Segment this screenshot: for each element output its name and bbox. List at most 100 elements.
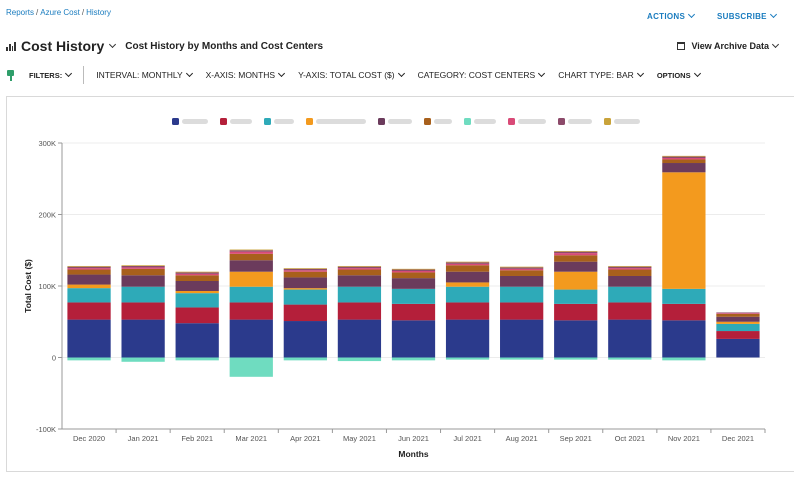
bar-segment-7[interactable] [121, 357, 165, 362]
bar-segment-6[interactable] [337, 269, 382, 276]
bar-segment-9[interactable] [445, 262, 490, 264]
bar-segment-7[interactable] [67, 357, 111, 361]
bar-segment-9[interactable] [716, 312, 760, 314]
bar-segment-7[interactable] [608, 357, 652, 360]
bar-segment-6[interactable] [716, 313, 760, 317]
bar-segment-9[interactable] [662, 156, 706, 159]
bar-segment-3[interactable] [121, 286, 165, 303]
bar-segment-6[interactable] [229, 253, 273, 261]
bar-segment-6[interactable] [608, 269, 652, 276]
bar-segment-9[interactable] [554, 251, 598, 254]
bar-segment-1[interactable] [716, 338, 760, 358]
bar-segment-6[interactable] [175, 275, 219, 281]
bar-segment-1[interactable] [608, 319, 652, 358]
bar-segment-10[interactable] [391, 268, 436, 270]
bar-segment-2[interactable] [500, 302, 544, 320]
bar-segment-2[interactable] [445, 302, 490, 320]
bar-segment-1[interactable] [391, 320, 436, 358]
bar-segment-9[interactable] [121, 265, 165, 268]
breadcrumb-azure-cost-link[interactable]: Azure Cost [40, 8, 80, 17]
filters-dropdown[interactable]: FILTERS: [29, 69, 73, 80]
bar-segment-3[interactable] [175, 293, 219, 308]
bar-segment-4[interactable] [662, 172, 706, 289]
bar-segment-8[interactable] [175, 273, 219, 276]
bar-segment-8[interactable] [445, 263, 490, 266]
bar-segment-8[interactable] [500, 268, 544, 271]
bar-segment-2[interactable] [175, 307, 219, 324]
bar-segment-2[interactable] [283, 304, 327, 322]
legend-item-7[interactable] [464, 118, 496, 125]
bar-segment-5[interactable] [121, 275, 165, 287]
bar-segment-8[interactable] [608, 268, 652, 270]
bar-segment-8[interactable] [229, 251, 273, 254]
bar-segment-1[interactable] [554, 320, 598, 358]
pin-icon[interactable] [6, 69, 15, 81]
bar-segment-9[interactable] [67, 266, 111, 269]
legend-item-6[interactable] [424, 118, 452, 125]
legend-item-9[interactable] [558, 118, 592, 125]
bar-segment-3[interactable] [554, 289, 598, 304]
bar-segment-3[interactable] [608, 286, 652, 303]
bar-segment-5[interactable] [67, 274, 111, 285]
bar-segment-10[interactable] [337, 265, 382, 267]
bar-segment-4[interactable] [283, 288, 327, 290]
bar-segment-5[interactable] [500, 275, 544, 287]
legend-item-4[interactable] [306, 118, 366, 125]
bar-segment-6[interactable] [500, 270, 544, 276]
bar-segment-10[interactable] [662, 155, 706, 157]
bar-segment-3[interactable] [283, 289, 327, 305]
bar-segment-2[interactable] [554, 303, 598, 321]
breadcrumb-reports-link[interactable]: Reports [6, 8, 35, 17]
bar-segment-1[interactable] [67, 319, 111, 358]
bar-segment-7[interactable] [445, 357, 490, 360]
bar-segment-2[interactable] [716, 331, 760, 339]
bar-segment-7[interactable] [662, 357, 706, 361]
bar-segment-7[interactable] [391, 357, 436, 361]
bar-segment-7[interactable] [283, 357, 327, 361]
bar-segment-2[interactable] [391, 303, 436, 321]
bar-segment-8[interactable] [716, 313, 760, 314]
bar-segment-1[interactable] [500, 319, 544, 358]
bar-segment-4[interactable] [554, 271, 598, 290]
bar-segment-5[interactable] [283, 277, 327, 289]
bar-segment-10[interactable] [500, 266, 544, 268]
bar-segment-10[interactable] [229, 249, 273, 251]
bar-segment-4[interactable] [716, 321, 760, 324]
bar-segment-5[interactable] [608, 275, 652, 287]
bar-segment-6[interactable] [554, 255, 598, 262]
bar-segment-9[interactable] [608, 266, 652, 269]
bar-segment-3[interactable] [391, 288, 436, 304]
bar-segment-2[interactable] [662, 303, 706, 321]
bar-segment-10[interactable] [175, 271, 219, 273]
bar-segment-1[interactable] [121, 319, 165, 358]
legend-item-2[interactable] [220, 118, 252, 125]
bar-segment-5[interactable] [337, 275, 382, 287]
bar-segment-8[interactable] [67, 268, 111, 270]
bar-segment-2[interactable] [608, 302, 652, 320]
bar-segment-9[interactable] [175, 272, 219, 274]
breadcrumb-history-link[interactable]: History [86, 8, 111, 17]
bar-segment-9[interactable] [391, 269, 436, 271]
bar-segment-4[interactable] [229, 271, 273, 287]
bar-segment-2[interactable] [121, 302, 165, 320]
bar-segment-1[interactable] [662, 320, 706, 358]
bar-segment-9[interactable] [500, 267, 544, 269]
bar-segment-4[interactable] [445, 282, 490, 287]
bar-segment-1[interactable] [337, 319, 382, 358]
bar-segment-8[interactable] [554, 253, 598, 256]
bar-segment-2[interactable] [337, 302, 382, 320]
bar-segment-10[interactable] [554, 250, 598, 252]
bar-segment-3[interactable] [716, 323, 760, 332]
bar-segment-5[interactable] [391, 278, 436, 289]
actions-menu-button[interactable]: ACTIONS [647, 10, 696, 21]
subscribe-menu-button[interactable]: SUBSCRIBE [717, 10, 777, 21]
bar-segment-7[interactable] [337, 357, 382, 362]
bar-segment-9[interactable] [229, 250, 273, 252]
bar-segment-3[interactable] [445, 286, 490, 303]
bar-segment-7[interactable] [500, 357, 544, 360]
legend-item-1[interactable] [172, 118, 208, 125]
bar-segment-5[interactable] [662, 163, 706, 173]
options-dropdown[interactable]: OPTIONS [657, 69, 701, 80]
view-archive-button[interactable]: View Archive Data [677, 40, 780, 51]
bar-segment-9[interactable] [283, 268, 327, 271]
